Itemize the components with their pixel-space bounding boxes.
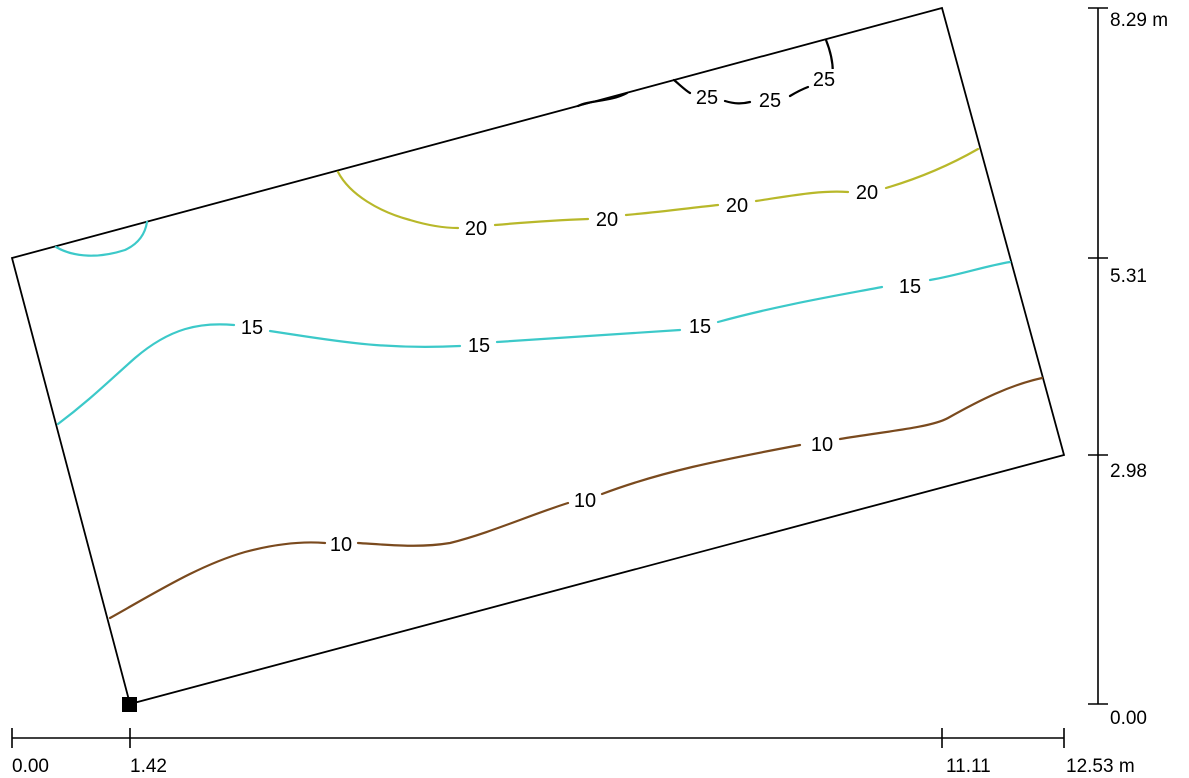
contour-15-line: [56, 260, 1012, 426]
contour-label-25: 25: [759, 90, 781, 112]
x-axis: 0.00 1.42 11.11 12.53 m: [11, 728, 1135, 777]
contour-label-15: 15: [899, 276, 921, 298]
contour-label-25: 25: [813, 69, 835, 91]
contour-10-line: [108, 376, 1044, 620]
room-outline: [10, 6, 1066, 706]
contour-label-10: 10: [330, 534, 352, 556]
y-axis: 8.29 m 5.31 2.98 0.00: [1088, 7, 1168, 729]
y-axis-tick-label: 8.29 m: [1110, 10, 1168, 31]
contour-label-10: 10: [811, 434, 833, 456]
contour-label-15: 15: [689, 316, 711, 338]
contour-25-small-arc: [576, 91, 629, 108]
contour-label-15: 15: [241, 317, 263, 339]
contour-label-20: 20: [596, 209, 618, 231]
contour-label-20: 20: [856, 182, 878, 204]
origin-marker: [122, 697, 137, 712]
contour-label-15: 15: [468, 335, 490, 357]
contour-label-25: 25: [696, 87, 718, 109]
contour-label-20: 20: [726, 195, 748, 217]
y-axis-tick-label: 5.31: [1110, 266, 1147, 287]
y-axis-tick-label: 2.98: [1110, 461, 1147, 482]
x-axis-tick-label: 1.42: [130, 756, 167, 777]
y-axis-tick-label: 0.00: [1110, 708, 1147, 729]
contour-label-20: 20: [465, 218, 487, 240]
contour-label-10: 10: [574, 490, 596, 512]
contour-25-line: [672, 38, 834, 105]
x-axis-tick-label: 11.11: [946, 756, 991, 777]
x-axis-tick-label: 12.53 m: [1066, 756, 1135, 777]
contour-15-corner-arc: [54, 220, 149, 257]
x-axis-tick-label: 0.00: [12, 756, 49, 777]
contour-20-line: [336, 147, 980, 230]
